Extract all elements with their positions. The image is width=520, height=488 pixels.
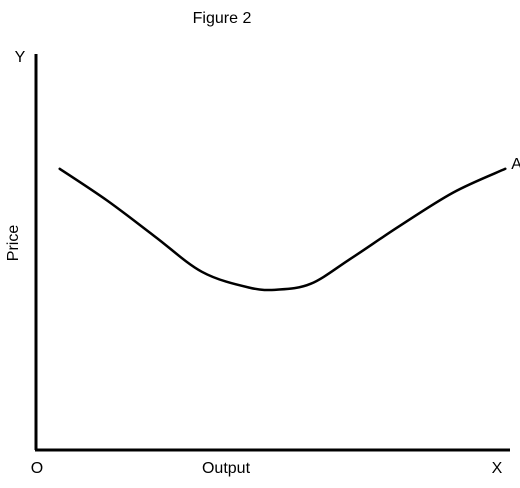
x-axis-label: Output (202, 460, 251, 477)
series-layer: AC (58, 156, 520, 292)
chart-title: Figure 2 (193, 10, 252, 27)
y-axis-label: Price (5, 225, 22, 262)
origin-label: O (31, 460, 43, 477)
series-line-ac (58, 167, 507, 292)
y-axis-letter: Y (15, 49, 26, 66)
x-axis-letter: X (492, 460, 503, 477)
series-label-ac: AC (511, 156, 520, 173)
